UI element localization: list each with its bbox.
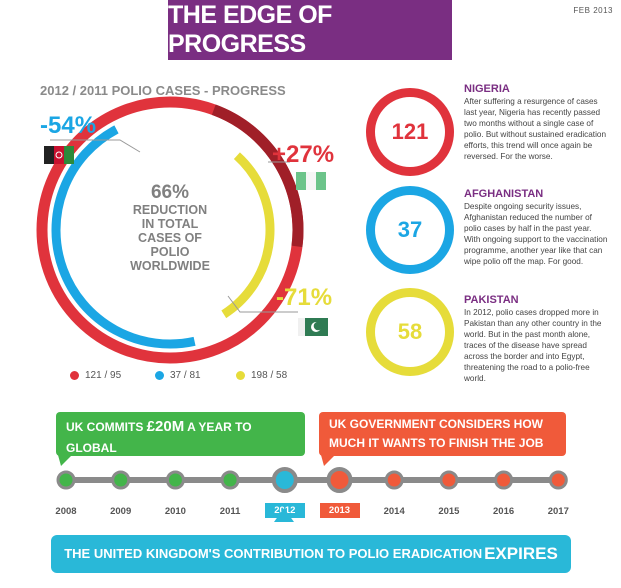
afghanistan-heading: AFGHANISTAN (464, 188, 544, 200)
considers-text: MUCH IT WANTS TO FINISH THE JOB (329, 436, 544, 451)
considers-text: UK GOVERNMENT CONSIDERS HOW (329, 417, 544, 431)
afghanistan-flag-icon (44, 146, 74, 164)
timeline-node-2013 (326, 467, 353, 493)
legend-label: 121 / 95 (85, 370, 122, 381)
pakistan-change: -71% (276, 284, 333, 311)
legend-dot (236, 371, 245, 380)
commit-amount: £20M (146, 418, 185, 435)
afghanistan-arc (51, 125, 196, 349)
timeline-year-2014: 2014 (383, 506, 405, 517)
considers-callout: UK GOVERNMENT CONSIDERS HOW MUCH IT WANT… (319, 412, 566, 456)
timeline-year-2010: 2010 (164, 506, 186, 517)
center-line: REDUCTION (132, 203, 208, 218)
timeline-year-2009: 2009 (110, 506, 132, 517)
commit-text: A YEAR TO GLOBAL (66, 420, 252, 455)
timeline-node-2015 (439, 470, 459, 490)
afghanistan-value: 37 (375, 195, 445, 265)
timeline-track (56, 467, 568, 493)
timeline-node-2012 (271, 467, 298, 493)
considers-pointer (321, 455, 335, 466)
legend-dot (155, 371, 164, 380)
legend-afghanistan: 37 / 81 (155, 370, 201, 381)
center-summary: 66% REDUCTION IN TOTAL CASES OF POLIO WO… (100, 182, 240, 273)
nigeria-flag-icon (296, 172, 326, 190)
timeline-node-2008 (56, 470, 76, 490)
timeline-node-2017 (548, 470, 568, 490)
expires-pointer (274, 508, 294, 522)
pakistan-arc (221, 152, 275, 319)
afghanistan-description: Despite ongoing security issues, Afghani… (464, 202, 608, 266)
legend-pakistan: 198 / 58 (236, 370, 287, 381)
timeline-year-2008: 2008 (55, 506, 77, 517)
legend-label: 198 / 58 (251, 370, 288, 381)
legend-nigeria: 121 / 95 (70, 370, 121, 381)
center-line: CASES OF (138, 231, 202, 246)
chart-title: 2012 / 2011 POLIO CASES - PROGRESS (40, 83, 286, 98)
timeline-node-2009 (111, 470, 131, 490)
timeline-year-2017: 2017 (547, 506, 569, 517)
center-line: IN TOTAL (141, 217, 199, 232)
timeline-year-2016: 2016 (493, 506, 515, 517)
expires-highlight: EXPIRES (484, 544, 558, 564)
callout-line-pakistan (227, 295, 298, 313)
center-line: POLIO (150, 245, 190, 260)
center-line: WORLDWIDE (130, 259, 210, 274)
legend-label: 37 / 81 (170, 370, 201, 381)
callout-line-afghanistan (50, 139, 141, 153)
nigeria-ring-dark-arc (211, 104, 304, 248)
commit-callout: UK COMMITS £20M A YEAR TO GLOBAL POLIO E… (56, 412, 305, 493)
timeline-node-2014 (384, 470, 404, 490)
timeline-node-2016 (494, 470, 514, 490)
expires-callout: THE UNITED KINGDOM'S CONTRIBUTION TO POL… (51, 535, 571, 573)
date-label: FEB 2013 (573, 6, 613, 15)
pakistan-flag-icon (298, 318, 328, 336)
nigeria-heading: NIGERIA (464, 83, 510, 95)
pakistan-heading: PAKISTAN (464, 294, 519, 306)
timeline-year-2011: 2011 (219, 506, 241, 517)
commit-text: UK COMMITS (66, 420, 147, 434)
nigeria-description: After suffering a resurgence of cases la… (464, 97, 607, 161)
timeline-year-2015: 2015 (438, 506, 460, 517)
pakistan-value: 58 (375, 297, 445, 367)
nigeria-change: +27% (272, 141, 335, 168)
radial-chart (36, 96, 304, 364)
pakistan-description: In 2012, polio cases dropped more in Pak… (464, 308, 602, 383)
nigeria-value: 121 (375, 97, 445, 167)
commit-pointer (58, 455, 72, 466)
center-value: 66% (150, 182, 190, 203)
legend-dot (70, 371, 79, 380)
timeline-year-2013: 2013 (319, 503, 360, 518)
afghanistan-change: -54% (40, 112, 97, 139)
timeline-node-2011 (220, 470, 240, 490)
timeline-node-2010 (165, 470, 185, 490)
page-title: THE EDGE OF PROGRESS (168, 0, 452, 60)
expires-text: THE UNITED KINGDOM'S CONTRIBUTION TO POL… (64, 545, 483, 561)
